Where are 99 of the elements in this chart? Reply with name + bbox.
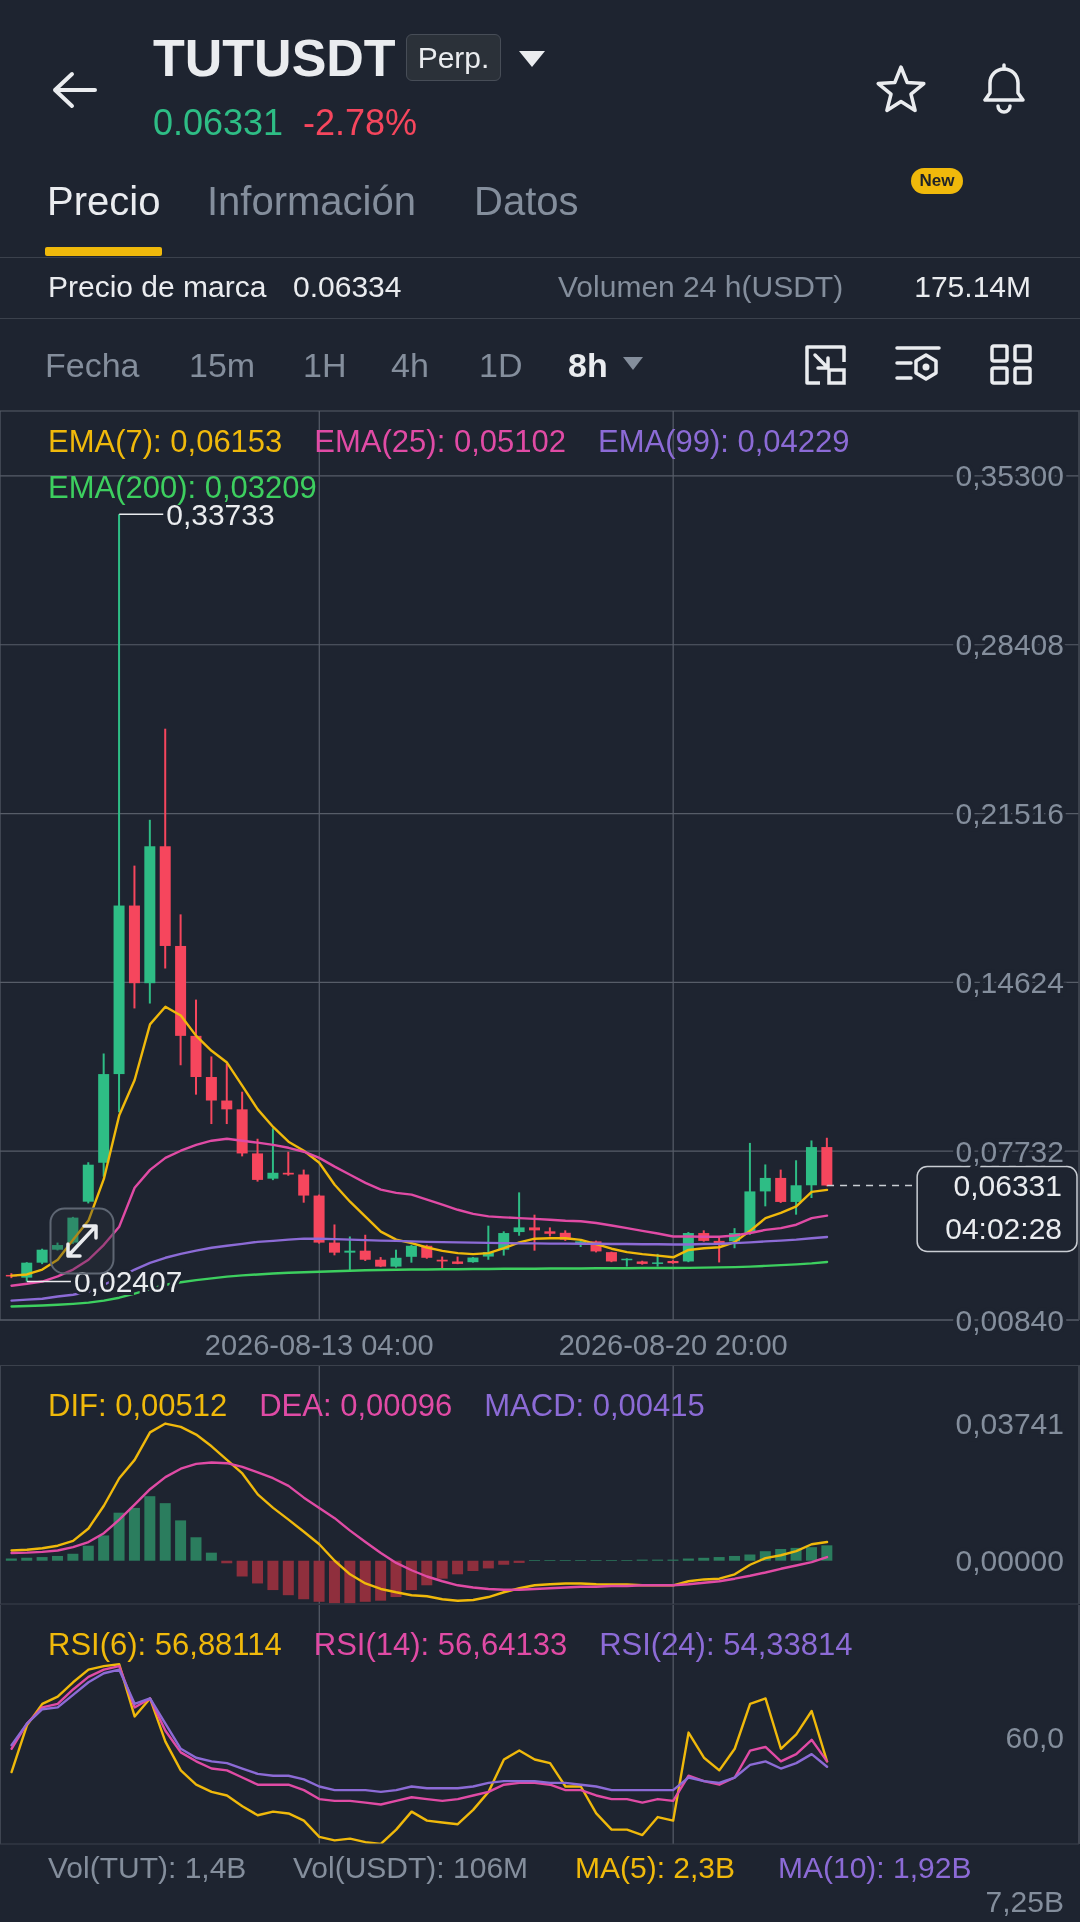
annotation: 60,0 (1005, 1720, 1064, 1756)
bar (282, 1560, 294, 1596)
bar (805, 1547, 817, 1561)
candlestick (529, 1213, 540, 1252)
series-label: DEA: 0,00096 (259, 1387, 453, 1425)
series-label: RSI(6): 56,88114 (48, 1626, 282, 1664)
candlestick (205, 1055, 217, 1126)
text: 7,25B (985, 1884, 1064, 1920)
bar (236, 1560, 248, 1577)
bar (205, 1552, 217, 1561)
bar (713, 1557, 725, 1561)
text: 0.06331 (153, 101, 284, 145)
bar (298, 1560, 310, 1600)
line-series (10, 1260, 829, 1308)
text: RSI(14): 56,64133 (313, 1626, 568, 1664)
bar (513, 1560, 525, 1563)
badge-frame: Perp. (406, 34, 501, 81)
text: -2.78% (303, 101, 418, 145)
text: MA(5): 2,3B (575, 1850, 736, 1886)
y-tick-label: 0,21516 (955, 797, 1064, 831)
bar (128, 1507, 140, 1561)
ref-line-label: 0,06331 (953, 1169, 1062, 1202)
bar (436, 1560, 448, 1579)
annotation: 04:02:28 (945, 1212, 1062, 1245)
bar (82, 1545, 94, 1561)
annotation: MACD: 0,00415 (484, 1387, 705, 1425)
text: EMA(25): 0,05102 (314, 423, 566, 461)
bar (359, 1560, 371, 1602)
text: TUTUSDT (153, 28, 396, 89)
candlestick (759, 1163, 771, 1208)
bar (313, 1560, 325, 1602)
text: 175.14M (914, 269, 1031, 305)
candlestick (344, 1235, 356, 1273)
line-series (10, 1461, 829, 1591)
text: EMA(7): 0,06153 (48, 423, 283, 461)
candlestick (221, 1062, 233, 1126)
text: RSI(24): 54,33814 (599, 1626, 853, 1664)
bar (252, 1560, 264, 1584)
text: 1H (303, 344, 347, 386)
bar (52, 1555, 64, 1561)
candlestick (298, 1168, 310, 1204)
text: 8h (568, 344, 608, 386)
y-tick-label: 0,03741 (955, 1407, 1064, 1441)
bar (144, 1496, 156, 1561)
text: Volumen 24 h(USDT) (558, 269, 844, 305)
bar (698, 1557, 710, 1561)
x-tick-label: 2026-08-13 04:00 (204, 1329, 434, 1362)
line-series (10, 1235, 829, 1302)
text: Fecha (45, 344, 140, 386)
text: 4h (391, 344, 429, 386)
candlestick (775, 1168, 787, 1204)
line-series (10, 1422, 829, 1602)
series-label: DIF: 0,00512 (48, 1387, 228, 1425)
bar (36, 1557, 48, 1561)
bar (5, 1558, 17, 1561)
text: Información (207, 178, 416, 225)
candlestick (790, 1159, 802, 1216)
text: Precio (47, 178, 161, 225)
text: Precio de marca (48, 269, 267, 305)
bar (159, 1503, 171, 1561)
bar (267, 1560, 279, 1591)
y-tick-label: 0,28408 (955, 628, 1064, 662)
text: Vol(TUT): 1,4B (48, 1850, 247, 1886)
y-tick-label: 0,07732 (955, 1134, 1064, 1168)
candlestick (267, 1127, 279, 1182)
text: Vol(USDT): 106M (293, 1850, 529, 1886)
candlestick (513, 1191, 525, 1237)
text: EMA(99): 0,04229 (597, 423, 850, 461)
text: 1D (479, 344, 523, 386)
y-tick-label: 0,35300 (955, 459, 1064, 493)
bar (729, 1555, 741, 1561)
x-tick-label: 2026-08-20 20:00 (558, 1329, 788, 1362)
text: 15m (189, 344, 256, 386)
bar (328, 1560, 340, 1604)
bar (98, 1535, 110, 1561)
bar (344, 1560, 356, 1604)
bar (482, 1560, 494, 1569)
bar (821, 1545, 833, 1561)
candlestick (328, 1223, 340, 1257)
text: 0.06334 (293, 269, 402, 305)
bar (67, 1553, 79, 1561)
y-tick-label: 0,00840 (955, 1303, 1064, 1337)
bar (452, 1560, 464, 1575)
bar (467, 1560, 479, 1571)
badge-pill: New (911, 168, 963, 194)
y-tick-label: 0,00000 (955, 1544, 1064, 1578)
bar (21, 1557, 33, 1561)
bar (498, 1560, 510, 1565)
bar (682, 1558, 694, 1561)
bar (375, 1560, 387, 1601)
candlestick (359, 1233, 371, 1262)
bar (113, 1512, 125, 1561)
bar (744, 1554, 756, 1561)
candlestick (282, 1150, 294, 1177)
bar (190, 1537, 202, 1561)
text: Datos (474, 178, 579, 225)
y-tick-label: 0,14624 (955, 965, 1064, 999)
bar (175, 1520, 187, 1561)
text: MA(10): 1,92B (778, 1850, 972, 1886)
